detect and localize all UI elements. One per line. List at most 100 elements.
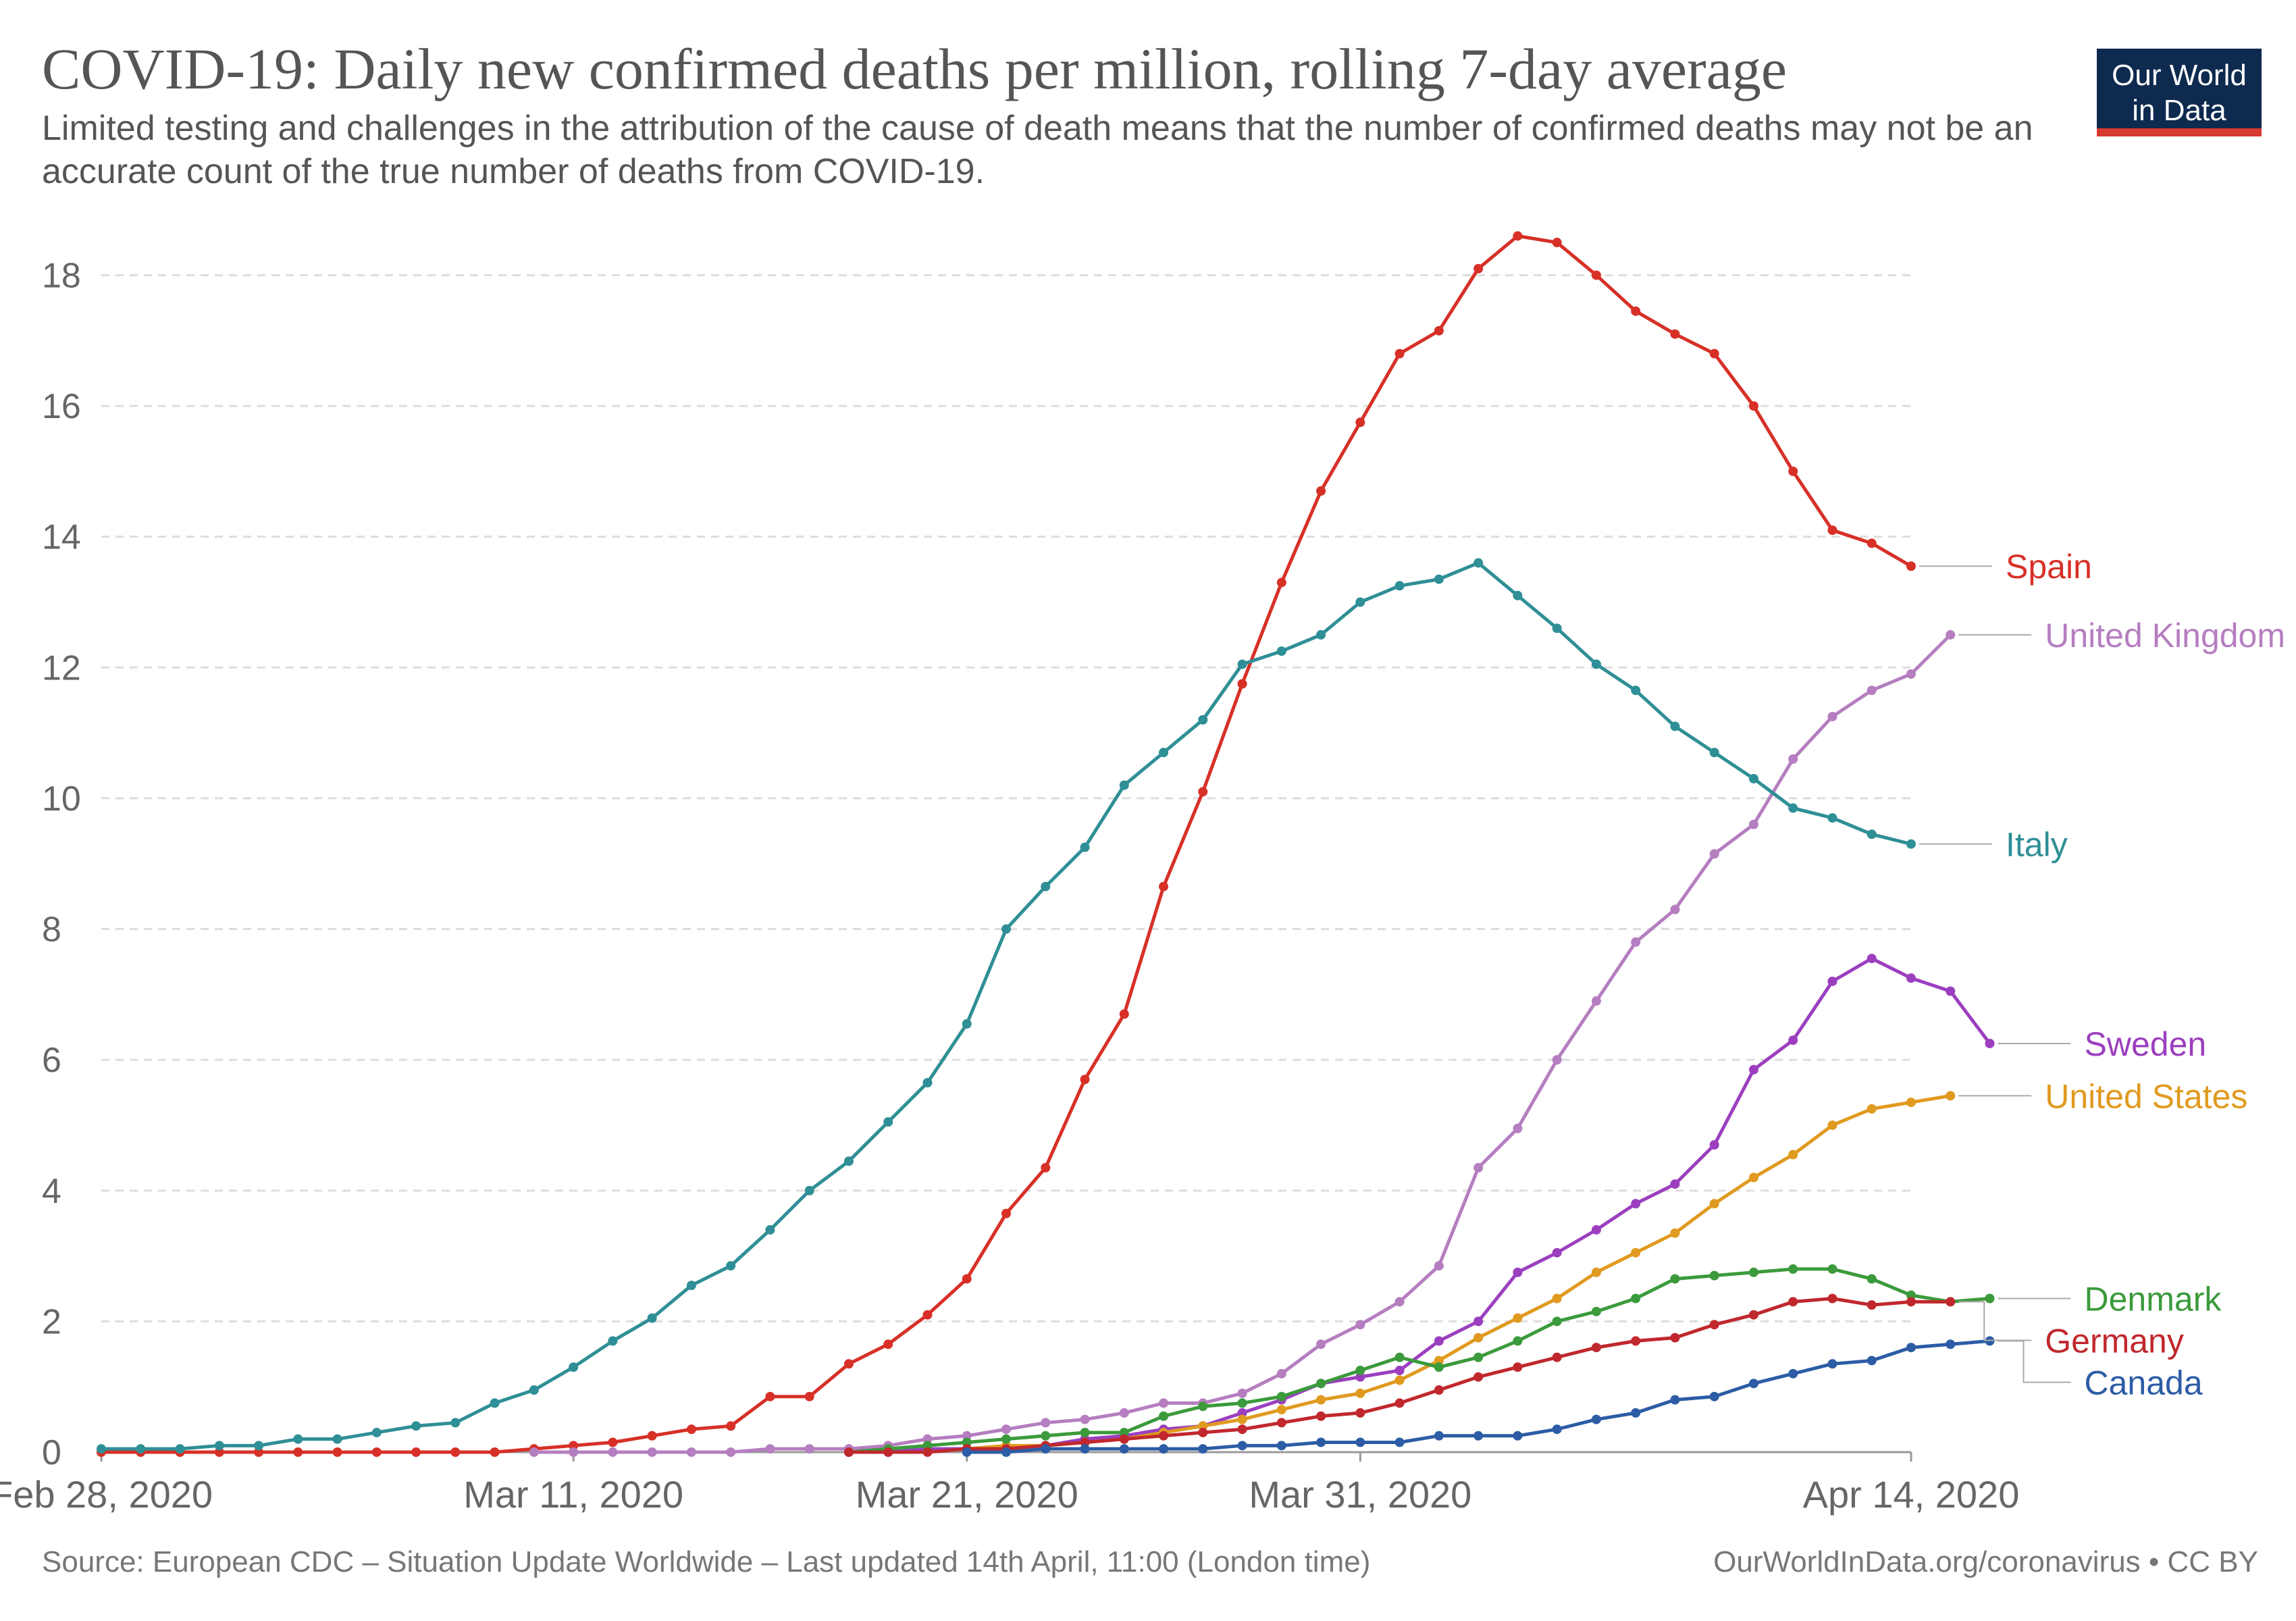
data-point bbox=[1394, 1365, 1405, 1375]
data-point bbox=[1434, 1356, 1444, 1366]
data-point bbox=[1119, 1009, 1129, 1019]
data-point bbox=[1827, 1293, 1837, 1304]
data-point bbox=[1709, 849, 1719, 859]
data-point bbox=[1080, 842, 1090, 852]
data-point bbox=[411, 1421, 421, 1431]
data-point bbox=[1985, 1293, 1995, 1304]
data-point bbox=[1355, 1437, 1365, 1447]
data-point bbox=[1473, 1316, 1484, 1327]
data-point bbox=[1119, 1408, 1129, 1418]
data-point bbox=[1434, 1336, 1444, 1346]
data-point bbox=[1001, 1208, 1011, 1218]
data-point bbox=[1276, 1405, 1286, 1415]
data-point bbox=[765, 1391, 775, 1401]
data-point bbox=[1827, 711, 1837, 721]
series-label[interactable]: Italy bbox=[2006, 826, 2068, 864]
data-point bbox=[1788, 803, 1798, 813]
data-point bbox=[883, 1339, 893, 1349]
data-point bbox=[1631, 937, 1641, 947]
data-point bbox=[962, 1437, 972, 1447]
data-point bbox=[686, 1424, 696, 1435]
data-point bbox=[608, 1437, 618, 1447]
series-label[interactable]: Canada bbox=[2085, 1364, 2203, 1402]
source-link[interactable]: OurWorldInData.org/coronavirus • CC BY bbox=[1713, 1545, 2258, 1578]
data-point bbox=[293, 1434, 303, 1444]
data-point bbox=[1355, 1372, 1365, 1382]
data-point bbox=[1788, 466, 1798, 476]
series-label[interactable]: Spain bbox=[2006, 548, 2092, 586]
data-point bbox=[1394, 349, 1405, 359]
series-line bbox=[533, 634, 1952, 1454]
data-point bbox=[175, 1444, 185, 1454]
data-point bbox=[1827, 1120, 1837, 1130]
data-point bbox=[883, 1447, 893, 1457]
series-line bbox=[848, 1267, 1990, 1454]
data-point bbox=[569, 1362, 579, 1372]
data-point bbox=[962, 1447, 972, 1457]
data-point bbox=[1198, 787, 1208, 797]
data-point bbox=[1355, 1320, 1365, 1330]
data-point bbox=[1552, 1247, 1562, 1258]
data-point bbox=[1198, 1401, 1208, 1412]
data-point bbox=[1631, 306, 1641, 316]
series-label[interactable]: Germany bbox=[2045, 1322, 2184, 1360]
data-point bbox=[1552, 1424, 1562, 1435]
data-point bbox=[1906, 561, 1916, 571]
data-point bbox=[686, 1281, 696, 1291]
data-point bbox=[1591, 996, 1601, 1006]
data-point bbox=[1748, 819, 1758, 829]
data-point bbox=[1473, 263, 1484, 274]
y-tick-label: 16 bbox=[42, 387, 81, 426]
owid-logo[interactable]: Our World in Data bbox=[2097, 49, 2262, 136]
data-point bbox=[254, 1447, 264, 1457]
data-point bbox=[1276, 646, 1286, 657]
data-point bbox=[1001, 1424, 1011, 1435]
data-point bbox=[1591, 1306, 1601, 1316]
data-point bbox=[254, 1441, 264, 1451]
data-point bbox=[1788, 1150, 1798, 1160]
data-point bbox=[1159, 881, 1169, 892]
data-point bbox=[843, 1156, 854, 1166]
data-point bbox=[1119, 1427, 1129, 1437]
y-tick-label: 6 bbox=[42, 1041, 61, 1080]
data-point bbox=[1041, 1162, 1051, 1173]
data-point bbox=[1394, 1437, 1405, 1447]
series-label[interactable]: United Kingdom bbox=[2045, 617, 2285, 654]
data-point bbox=[1473, 1372, 1484, 1382]
data-point bbox=[1276, 1368, 1286, 1379]
data-point bbox=[1316, 1339, 1326, 1349]
logo-line-1: Our World bbox=[2112, 59, 2247, 92]
data-point bbox=[1237, 1398, 1247, 1408]
data-point bbox=[962, 1431, 972, 1441]
source-note: Source: European CDC – Situation Update … bbox=[42, 1545, 1371, 1578]
data-point bbox=[1513, 1267, 1523, 1277]
data-point bbox=[1670, 1179, 1680, 1189]
data-point bbox=[490, 1447, 500, 1457]
series-line bbox=[101, 561, 1912, 1451]
series-label[interactable]: Denmark bbox=[2085, 1281, 2222, 1318]
series-label[interactable]: Sweden bbox=[2085, 1025, 2207, 1063]
data-point bbox=[1119, 780, 1129, 790]
label-leader-line bbox=[1998, 1340, 2071, 1383]
series-line bbox=[848, 956, 1991, 1454]
data-point bbox=[1394, 1352, 1405, 1362]
data-point bbox=[1591, 1267, 1601, 1277]
data-point bbox=[1906, 973, 1916, 983]
data-point bbox=[1748, 1173, 1758, 1183]
data-point bbox=[647, 1313, 657, 1323]
data-point bbox=[1946, 629, 1956, 640]
chart-subtitle: Limited testing and challenges in the at… bbox=[42, 109, 2033, 191]
data-point bbox=[1355, 1365, 1365, 1375]
data-point bbox=[843, 1447, 854, 1457]
data-point bbox=[569, 1447, 579, 1457]
data-point bbox=[1276, 1418, 1286, 1428]
data-point bbox=[1906, 1297, 1916, 1307]
y-tick-label: 0 bbox=[42, 1433, 61, 1472]
data-point bbox=[1355, 417, 1365, 428]
data-point bbox=[1237, 1408, 1247, 1418]
data-point bbox=[136, 1444, 146, 1454]
series-label[interactable]: United States bbox=[2045, 1077, 2247, 1115]
data-point bbox=[1001, 1434, 1011, 1444]
data-point bbox=[450, 1418, 461, 1428]
data-point bbox=[647, 1431, 657, 1441]
